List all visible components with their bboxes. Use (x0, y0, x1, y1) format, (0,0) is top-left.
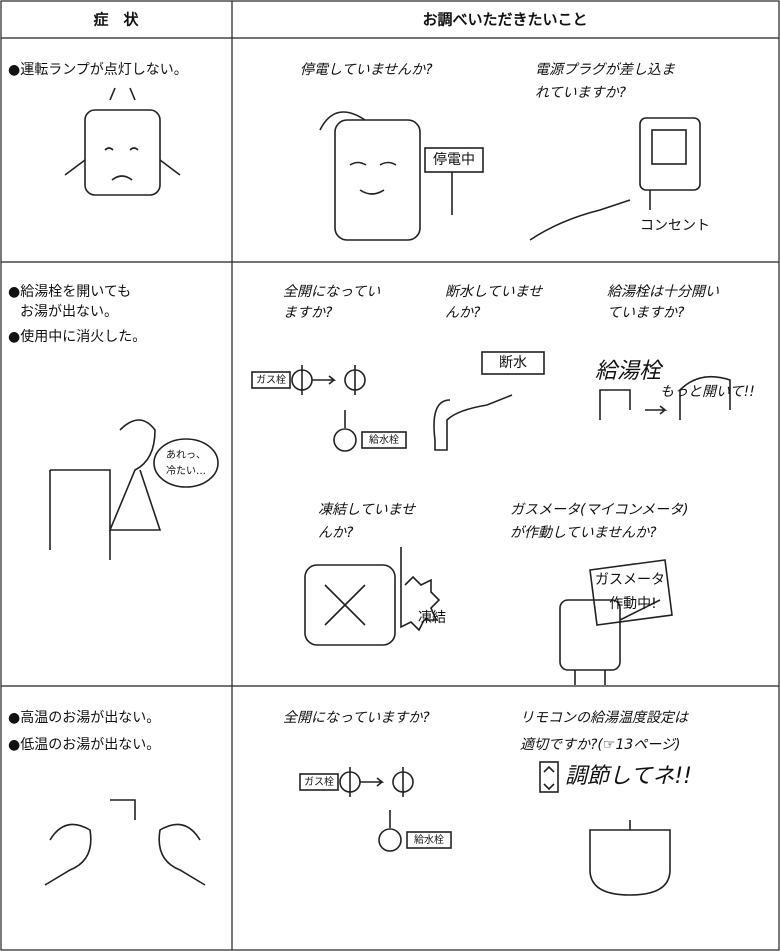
check: 断水していませ (445, 284, 543, 300)
illustration-label: ガス栓 (304, 775, 334, 788)
check: んか? (445, 305, 481, 321)
check: リモコンの給湯温度設定は (520, 710, 689, 726)
check: 凍結していませ (318, 502, 416, 518)
illustration-label: 冷たい… (166, 465, 206, 477)
symptom: ●運転ランプが点灯しない。 (8, 62, 188, 78)
illustration-label: ガスメータ (595, 572, 665, 588)
illustration-label: ガス栓 (256, 373, 286, 386)
header: 症 状 (93, 11, 139, 29)
check: ガスメータ(マイコンメータ) (510, 502, 689, 518)
illustration-label: 凍結 (418, 610, 446, 626)
illustration-label: コンセント (640, 218, 710, 234)
check: ますか? (283, 305, 333, 321)
check: れていますか? (535, 85, 627, 101)
symptom: お湯が出ない。 (20, 303, 118, 320)
check: 全開になっていますか? (283, 710, 430, 726)
check: 全開になってい (283, 284, 380, 300)
check: 適切ですか?(☞13ページ) (520, 737, 680, 753)
illustration-label: あれっ、 (166, 449, 206, 461)
symptom: ●高温のお湯が出ない。 (8, 709, 160, 726)
illustration-label: 作動中! (609, 596, 657, 612)
check: が作動していませんか? (510, 525, 657, 541)
illustration (44, 761, 671, 896)
illustration-label: 断水 (499, 355, 527, 371)
illustration-label: 給水栓 (369, 433, 399, 446)
illustration-label: 調節してネ!! (565, 764, 692, 789)
illustration-label: 給湯栓 (595, 359, 664, 384)
check: んか? (318, 525, 354, 541)
illustration-label: 給水栓 (414, 833, 444, 846)
illustration-label: もっと開いて!! (660, 384, 755, 400)
check: 電源プラグが差し込ま (535, 62, 676, 78)
illustration (64, 87, 701, 241)
illustration (49, 351, 731, 685)
symptom: ●使用中に消火した。 (8, 328, 146, 345)
check: 給湯栓は十分開い (607, 284, 719, 300)
check: 停電していませんか? (300, 62, 433, 78)
symptom: ●給湯栓を開いても (8, 283, 131, 300)
illustration-label: 停電中 (433, 152, 475, 168)
symptom: ●低温のお湯が出ない。 (8, 736, 160, 753)
check: ていますか? (607, 305, 685, 321)
header: お調べいただきたいこと (422, 11, 587, 29)
